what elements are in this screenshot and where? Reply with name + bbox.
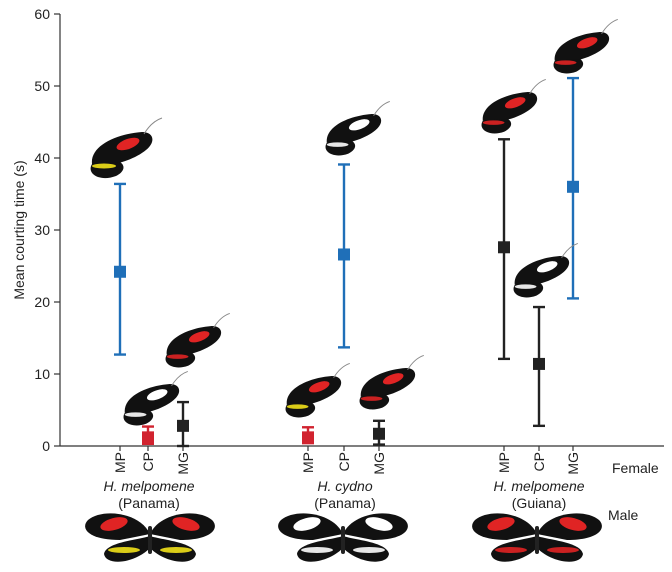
mean-point: [302, 431, 314, 444]
butterfly-male-melpomene-guiana: [472, 513, 602, 562]
butterfly-body: [535, 526, 539, 554]
mean-point: [533, 357, 545, 370]
mean-point: [142, 431, 154, 444]
butterfly-body: [341, 526, 345, 554]
antenna: [333, 362, 350, 379]
butterfly-mp-female: [90, 117, 163, 179]
antenna: [561, 242, 578, 259]
butterfly-mp-female-2: [285, 362, 350, 418]
right-wing-patch: [172, 517, 200, 531]
category-label: CP: [140, 452, 156, 471]
side-hind-band: [514, 284, 537, 289]
category-label: MP: [496, 452, 512, 473]
left-wing-patch: [100, 517, 128, 531]
side-wing-patch: [382, 373, 404, 385]
butterfly-body: [148, 526, 152, 554]
category-label: MP: [112, 452, 128, 473]
side-wing-patch: [348, 119, 370, 131]
y-tick-label: 0: [42, 438, 50, 454]
left-wing-patch: [487, 517, 515, 531]
species-label: H. cydno: [317, 478, 372, 494]
category-label: MP: [300, 452, 316, 473]
species-label: H. melpomene: [103, 478, 194, 494]
side-hind-band: [92, 163, 116, 169]
left-hind-band: [301, 547, 333, 553]
butterfly-male-melpomene-panama: [85, 513, 215, 562]
right-wing-patch: [559, 517, 587, 531]
error-bar-layer: [114, 76, 579, 448]
mean-point: [338, 248, 350, 261]
mean-point: [373, 427, 385, 440]
antenna: [171, 370, 188, 387]
butterfly-mg-female-2: [359, 354, 424, 410]
side-hind-band: [326, 142, 349, 147]
axis-layer: 0 10 20 30 40 50 60: [34, 6, 664, 454]
y-tick-label: 30: [34, 222, 50, 238]
location-label: (Panama): [314, 495, 375, 511]
side-wing-patch: [308, 381, 330, 393]
species-label: H. melpomene: [493, 478, 584, 494]
y-tick-label: 40: [34, 150, 50, 166]
butterfly-cp-female-2: [325, 100, 390, 156]
category-label: MG: [371, 452, 387, 475]
right-hind-band: [353, 547, 385, 553]
side-wing-patch: [146, 389, 168, 401]
side-hind-band: [166, 354, 189, 359]
butterfly-mp-female-3: [481, 78, 546, 134]
side-hind-band: [482, 120, 505, 125]
y-tick-label: 20: [34, 294, 50, 310]
category-label-layer: MP CP MGH. melpomene(Panama)MP CP MGH. cydno…: [103, 452, 584, 511]
mean-point: [498, 241, 510, 254]
butterfly-cp-female-3: [513, 242, 578, 298]
category-label: MG: [175, 452, 191, 475]
side-wing-patch: [116, 137, 140, 151]
butterfly-cp-female: [123, 370, 188, 426]
antenna: [601, 18, 618, 35]
side-hind-band: [286, 404, 309, 409]
butterfly-male-cydno-panama: [278, 513, 408, 562]
side-wing-patch: [504, 97, 526, 109]
category-label: MG: [565, 452, 581, 475]
left-wing-patch: [293, 517, 321, 531]
right-hind-band: [160, 547, 192, 553]
y-axis-label: Mean courting time (s): [11, 160, 27, 299]
side-hind-band: [554, 60, 577, 65]
antenna: [373, 100, 390, 117]
left-hind-band: [108, 547, 140, 553]
location-label: (Panama): [118, 495, 179, 511]
right-hind-band: [547, 547, 579, 553]
category-label: CP: [336, 452, 352, 471]
antenna: [529, 78, 546, 95]
y-tick-label: 50: [34, 78, 50, 94]
left-hind-band: [495, 547, 527, 553]
butterfly-layer: [85, 18, 618, 562]
side-wing-patch: [576, 37, 598, 49]
side-hind-band: [360, 396, 383, 401]
female-label: Female: [612, 460, 659, 476]
y-tick-label: 10: [34, 366, 50, 382]
mean-point: [177, 419, 189, 432]
y-tick-label: 60: [34, 6, 50, 22]
antenna: [407, 354, 424, 371]
antenna: [213, 312, 230, 329]
right-wing-patch: [365, 517, 393, 531]
antenna: [143, 117, 163, 135]
butterfly-mg-female: [165, 312, 230, 368]
side-wing-patch: [188, 331, 210, 343]
male-label: Male: [608, 507, 639, 523]
side-hind-band: [124, 412, 147, 417]
butterfly-mg-female-3: [553, 18, 618, 74]
mean-point: [114, 265, 126, 278]
side-wing-patch: [536, 261, 558, 273]
mean-point: [567, 180, 579, 193]
category-label: CP: [531, 452, 547, 471]
location-label: (Guiana): [512, 495, 566, 511]
